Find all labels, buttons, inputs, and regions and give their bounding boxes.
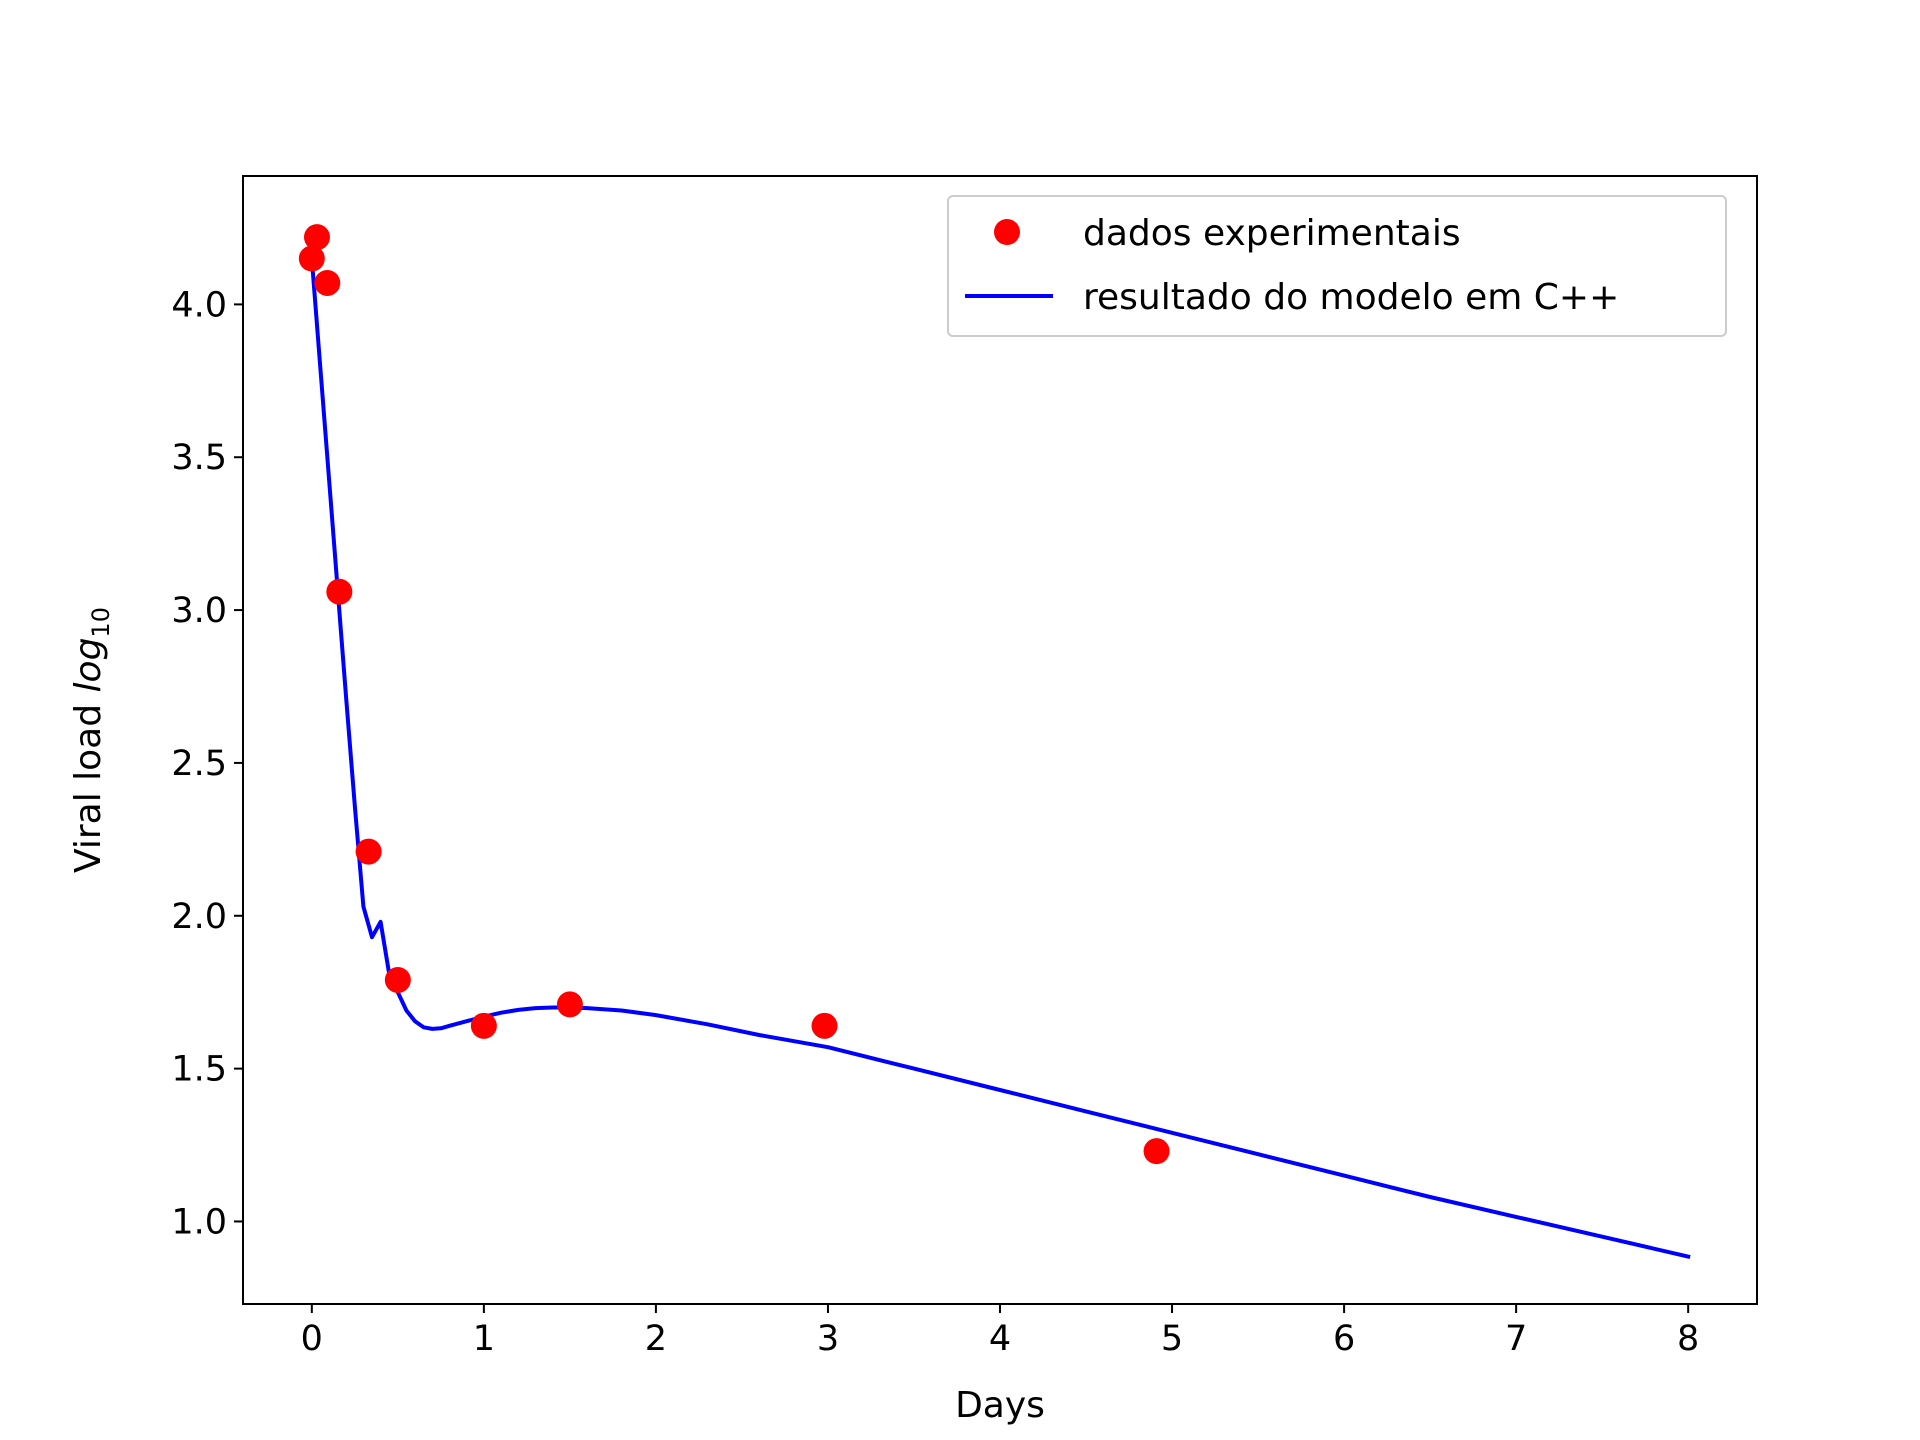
y-axis-label-math: log	[68, 638, 109, 693]
y-axis-label-subscript: 10	[87, 607, 115, 638]
y-tick-label: 2.5	[171, 744, 227, 784]
ticks: 0 1 2 3 4 5 6 7 8 1.0 1.5 2.0 2.5 3.0 3.5 4.0	[171, 285, 1699, 1359]
plot-area	[298, 224, 1691, 1259]
series-line-1	[309, 256, 1691, 1259]
legend-line-label: resultado do modelo em C++	[1083, 277, 1619, 318]
y-axis-label-prefix: Viral load	[68, 692, 109, 873]
data-point	[298, 245, 325, 272]
data-point	[384, 966, 411, 993]
x-tick-label: 7	[1505, 1319, 1527, 1359]
x-axis-label: Days	[955, 1385, 1045, 1426]
y-tick-label: 3.0	[171, 591, 227, 631]
data-point	[811, 1012, 838, 1039]
data-point	[303, 224, 330, 251]
data-point	[326, 578, 353, 605]
y-axis-label: Viral load log10	[68, 607, 115, 873]
x-tick-label: 0	[301, 1319, 323, 1359]
x-tick-label: 5	[1161, 1319, 1183, 1359]
legend-scatter-marker	[994, 219, 1020, 245]
y-tick-label: 1.0	[171, 1202, 227, 1242]
data-point	[470, 1012, 497, 1039]
legend: dados experimentais resultado do modelo …	[947, 195, 1727, 337]
x-tick-label: 2	[645, 1319, 667, 1359]
x-tick-label: 4	[989, 1319, 1011, 1359]
x-tick-label: 6	[1333, 1319, 1355, 1359]
data-point	[556, 991, 583, 1018]
data-point	[1143, 1138, 1170, 1165]
y-tick-label: 1.5	[171, 1050, 227, 1090]
legend-scatter-label: dados experimentais	[1083, 213, 1461, 254]
data-point	[314, 269, 341, 296]
legend-box	[947, 195, 1727, 337]
data-point	[355, 838, 382, 865]
x-tick-label: 3	[817, 1319, 839, 1359]
x-tick-label: 1	[473, 1319, 495, 1359]
y-tick-label: 4.0	[171, 285, 227, 325]
y-tick-label: 2.0	[171, 897, 227, 937]
y-tick-label: 3.5	[171, 438, 227, 478]
x-tick-label: 8	[1677, 1319, 1699, 1359]
